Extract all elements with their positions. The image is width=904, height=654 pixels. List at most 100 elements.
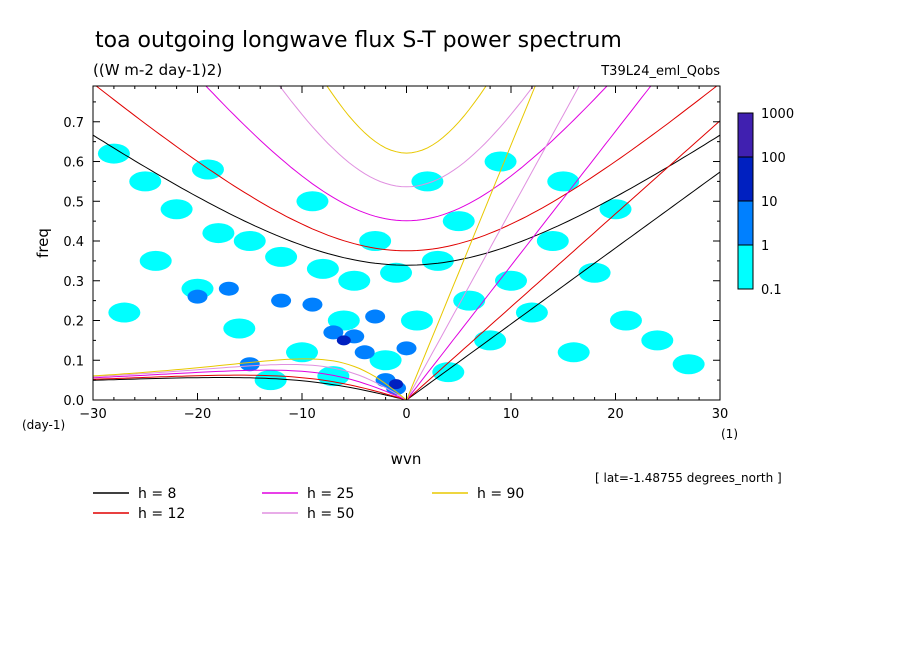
- spectrum-blob: [254, 370, 287, 391]
- x-tick-label: −30: [79, 407, 106, 422]
- spectrum-blob: [336, 335, 351, 346]
- spectrum-blob: [578, 262, 611, 283]
- spectrum-blob: [317, 366, 350, 387]
- rossby-curve-h25: [93, 369, 407, 400]
- spectrum-blob: [442, 211, 475, 232]
- y-tick-label: 0.2: [63, 315, 84, 330]
- spectrum-blob: [515, 302, 548, 323]
- axis-ticks: −30 −20 −10 0 10 20 30 0.0 0.1 0.2 0.3 0.4 0.5 0.6 0.7: [63, 86, 728, 422]
- colorbar: 1000 100 10 1 0.1: [737, 107, 794, 298]
- spectrum-blob: [369, 350, 402, 371]
- power-spectrum-field: [97, 143, 705, 396]
- spectrum-blob: [396, 341, 417, 356]
- colorbar-segment: [737, 112, 754, 158]
- spectrum-blob: [108, 302, 141, 323]
- rossby-curve-h90: [93, 358, 407, 400]
- spectrum-blob: [160, 199, 193, 220]
- gravity-curve-h8: [93, 134, 720, 266]
- x-tick-label: 30: [712, 407, 729, 422]
- spectrum-blob: [599, 199, 632, 220]
- spectrum-blob: [302, 297, 323, 312]
- y-axis-unit: (day-1): [22, 418, 65, 432]
- spectrum-blob: [327, 310, 360, 331]
- spectrum-blob: [306, 258, 339, 279]
- legend-label: h = 90: [477, 486, 524, 502]
- spectrum-blob: [411, 171, 444, 192]
- colorbar-label: 0.1: [761, 283, 782, 298]
- spectrum-blob: [380, 262, 413, 283]
- spectrum-blob: [536, 231, 569, 252]
- colorbar-label: 10: [761, 195, 778, 210]
- kelvin-curve-h25: [406, 86, 652, 400]
- spectrum-blob: [265, 246, 298, 267]
- spectrum-blob: [187, 289, 208, 304]
- gravity-curve-h12: [95, 86, 718, 252]
- spectrum-blob: [557, 342, 590, 363]
- spectrum-blob: [672, 354, 705, 375]
- chart-subtitle: ((W m-2 day-1)2): [93, 61, 222, 79]
- spectrum-blob: [233, 231, 266, 252]
- x-tick-label: −10: [288, 407, 315, 422]
- spectrum-blob: [239, 357, 260, 372]
- y-axis-label: freq: [34, 228, 52, 258]
- spectrum-blob: [338, 270, 371, 291]
- spectrum-blob: [223, 318, 256, 339]
- spectrum-blob: [323, 325, 344, 340]
- kelvin-curve-h12: [406, 120, 720, 400]
- spectrum-blob: [271, 293, 292, 308]
- x-tick-label: 0: [402, 407, 410, 422]
- rossby-curve-h50: [93, 364, 407, 400]
- spectrum-blob: [453, 290, 486, 311]
- colorbar-segment: [737, 156, 754, 202]
- x-axis-label: wvn: [391, 450, 422, 468]
- spectrum-blob: [421, 250, 454, 271]
- y-tick-label: 0.1: [63, 354, 84, 369]
- spectrum-blob: [218, 281, 239, 296]
- legend: h = 8 h = 12 h = 25 h = 50 h = 90: [93, 486, 524, 522]
- colorbar-segment: [737, 244, 754, 290]
- x-tick-label: 20: [607, 407, 624, 422]
- colorbar-segment: [737, 200, 754, 246]
- spectrum-blob: [202, 223, 235, 244]
- colorbar-label: 1: [761, 239, 769, 254]
- colorbar-label: 1000: [761, 107, 794, 122]
- spectrum-blob: [139, 250, 172, 271]
- gravity-curve-h25: [205, 86, 608, 222]
- colorbar-label: 100: [761, 151, 786, 166]
- spectrum-blob: [547, 171, 580, 192]
- kelvin-curve-h8: [406, 171, 720, 400]
- kelvin-curve-h50: [406, 86, 580, 400]
- gravity-curve-h90: [326, 86, 487, 154]
- spectrum-blob: [129, 171, 162, 192]
- y-tick-label: 0.6: [63, 156, 84, 171]
- spectrum-blob: [365, 309, 386, 324]
- spectrum-blob: [354, 345, 375, 360]
- spectrum-blob: [286, 342, 318, 363]
- legend-label: h = 12: [138, 506, 185, 522]
- spectrum-blob: [296, 191, 329, 212]
- legend-label: h = 8: [138, 486, 176, 502]
- rossby-curve-h12: [93, 374, 407, 400]
- rossby-curve-h8: [93, 377, 407, 400]
- spectrum-blob: [400, 310, 433, 331]
- x-tick-label: 10: [503, 407, 520, 422]
- y-tick-label: 0.7: [63, 116, 84, 131]
- y-tick-label: 0.5: [63, 195, 84, 210]
- spectrum-blob: [484, 151, 517, 172]
- legend-label: h = 50: [307, 506, 354, 522]
- latitude-note: [ lat=-1.48755 degrees_north ]: [595, 471, 782, 485]
- x-axis-unit: (1): [721, 427, 738, 441]
- y-tick-label: 0.0: [63, 394, 84, 409]
- spectrum-blob: [641, 330, 674, 351]
- y-tick-label: 0.4: [63, 235, 84, 250]
- x-tick-label: −20: [184, 407, 211, 422]
- kelvin-curve-h90: [406, 86, 536, 400]
- gravity-curve-h50: [279, 86, 534, 188]
- legend-label: h = 25: [307, 486, 354, 502]
- y-tick-label: 0.3: [63, 275, 84, 290]
- dispersion-curves: [93, 86, 720, 400]
- spectrum-blob: [97, 143, 130, 164]
- spectrum-blob: [609, 310, 642, 331]
- run-label: T39L24_eml_Qobs: [600, 64, 720, 79]
